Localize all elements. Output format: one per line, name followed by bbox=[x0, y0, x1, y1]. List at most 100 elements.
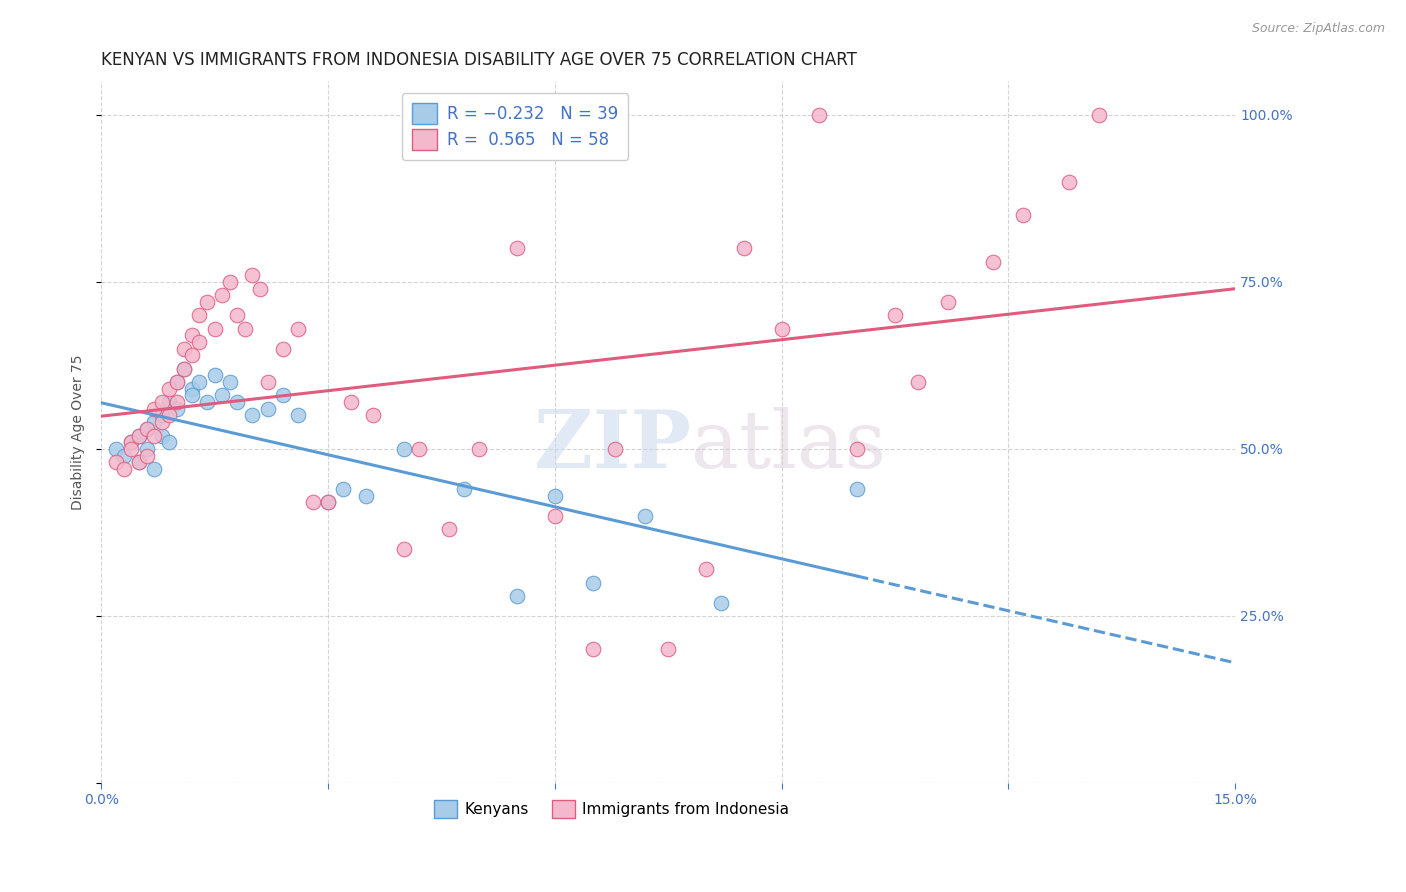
Point bbox=[634, 508, 657, 523]
Point bbox=[128, 428, 150, 442]
Point bbox=[112, 462, 135, 476]
Point bbox=[195, 395, 218, 409]
Point bbox=[287, 321, 309, 335]
Point bbox=[605, 442, 627, 456]
Point bbox=[710, 596, 733, 610]
Point bbox=[1012, 208, 1035, 222]
Point bbox=[316, 495, 339, 509]
Point bbox=[468, 442, 491, 456]
Point bbox=[181, 388, 204, 402]
Point bbox=[135, 449, 157, 463]
Point bbox=[770, 321, 793, 335]
Point bbox=[339, 395, 361, 409]
Point bbox=[302, 495, 325, 509]
Point bbox=[143, 428, 166, 442]
Point bbox=[128, 455, 150, 469]
Point bbox=[808, 108, 831, 122]
Point bbox=[195, 294, 218, 309]
Text: Source: ZipAtlas.com: Source: ZipAtlas.com bbox=[1251, 22, 1385, 36]
Point bbox=[408, 442, 430, 456]
Point bbox=[120, 435, 142, 450]
Point bbox=[242, 409, 264, 423]
Point bbox=[1057, 175, 1080, 189]
Point bbox=[181, 328, 204, 343]
Point bbox=[157, 435, 180, 450]
Point bbox=[143, 462, 166, 476]
Point bbox=[392, 542, 415, 557]
Point bbox=[907, 375, 929, 389]
Point bbox=[135, 422, 157, 436]
Point bbox=[233, 321, 256, 335]
Point bbox=[581, 642, 603, 657]
Point bbox=[211, 388, 233, 402]
Point bbox=[733, 241, 755, 255]
Point bbox=[181, 382, 204, 396]
Point bbox=[332, 482, 354, 496]
Point bbox=[112, 449, 135, 463]
Point bbox=[173, 361, 195, 376]
Point bbox=[166, 401, 188, 416]
Point bbox=[936, 294, 959, 309]
Point bbox=[271, 342, 294, 356]
Point bbox=[166, 395, 188, 409]
Y-axis label: Disability Age Over 75: Disability Age Over 75 bbox=[72, 354, 86, 510]
Point bbox=[150, 428, 173, 442]
Point bbox=[181, 348, 204, 362]
Point bbox=[128, 428, 150, 442]
Text: KENYAN VS IMMIGRANTS FROM INDONESIA DISABILITY AGE OVER 75 CORRELATION CHART: KENYAN VS IMMIGRANTS FROM INDONESIA DISA… bbox=[101, 51, 858, 69]
Point bbox=[695, 562, 717, 576]
Point bbox=[143, 415, 166, 429]
Point bbox=[105, 442, 128, 456]
Point bbox=[188, 334, 211, 349]
Point bbox=[211, 288, 233, 302]
Point bbox=[453, 482, 475, 496]
Point bbox=[437, 522, 460, 536]
Point bbox=[242, 268, 264, 282]
Point bbox=[135, 442, 157, 456]
Point bbox=[1088, 108, 1111, 122]
Point bbox=[506, 589, 529, 603]
Point bbox=[249, 281, 271, 295]
Point bbox=[256, 375, 278, 389]
Point bbox=[287, 409, 309, 423]
Point bbox=[157, 395, 180, 409]
Point bbox=[256, 401, 278, 416]
Point bbox=[657, 642, 679, 657]
Legend: Kenyans, Immigrants from Indonesia: Kenyans, Immigrants from Indonesia bbox=[427, 794, 796, 824]
Point bbox=[188, 375, 211, 389]
Point bbox=[150, 415, 173, 429]
Point bbox=[204, 368, 226, 383]
Point bbox=[135, 422, 157, 436]
Point bbox=[392, 442, 415, 456]
Point bbox=[981, 254, 1004, 268]
Point bbox=[544, 489, 567, 503]
Point bbox=[354, 489, 377, 503]
Point bbox=[506, 241, 529, 255]
Point bbox=[157, 382, 180, 396]
Text: atlas: atlas bbox=[690, 408, 886, 485]
Point bbox=[218, 375, 240, 389]
Point bbox=[173, 361, 195, 376]
Point bbox=[173, 342, 195, 356]
Point bbox=[143, 401, 166, 416]
Point bbox=[226, 308, 249, 322]
Point bbox=[226, 395, 249, 409]
Point bbox=[316, 495, 339, 509]
Point bbox=[271, 388, 294, 402]
Point bbox=[150, 395, 173, 409]
Point bbox=[166, 375, 188, 389]
Point bbox=[363, 409, 385, 423]
Point bbox=[846, 482, 869, 496]
Point bbox=[884, 308, 907, 322]
Text: ZIP: ZIP bbox=[534, 408, 690, 485]
Point bbox=[188, 308, 211, 322]
Point bbox=[120, 435, 142, 450]
Point bbox=[150, 409, 173, 423]
Point bbox=[204, 321, 226, 335]
Point bbox=[120, 442, 142, 456]
Point bbox=[846, 442, 869, 456]
Point bbox=[544, 508, 567, 523]
Point bbox=[128, 455, 150, 469]
Point bbox=[105, 455, 128, 469]
Point bbox=[157, 409, 180, 423]
